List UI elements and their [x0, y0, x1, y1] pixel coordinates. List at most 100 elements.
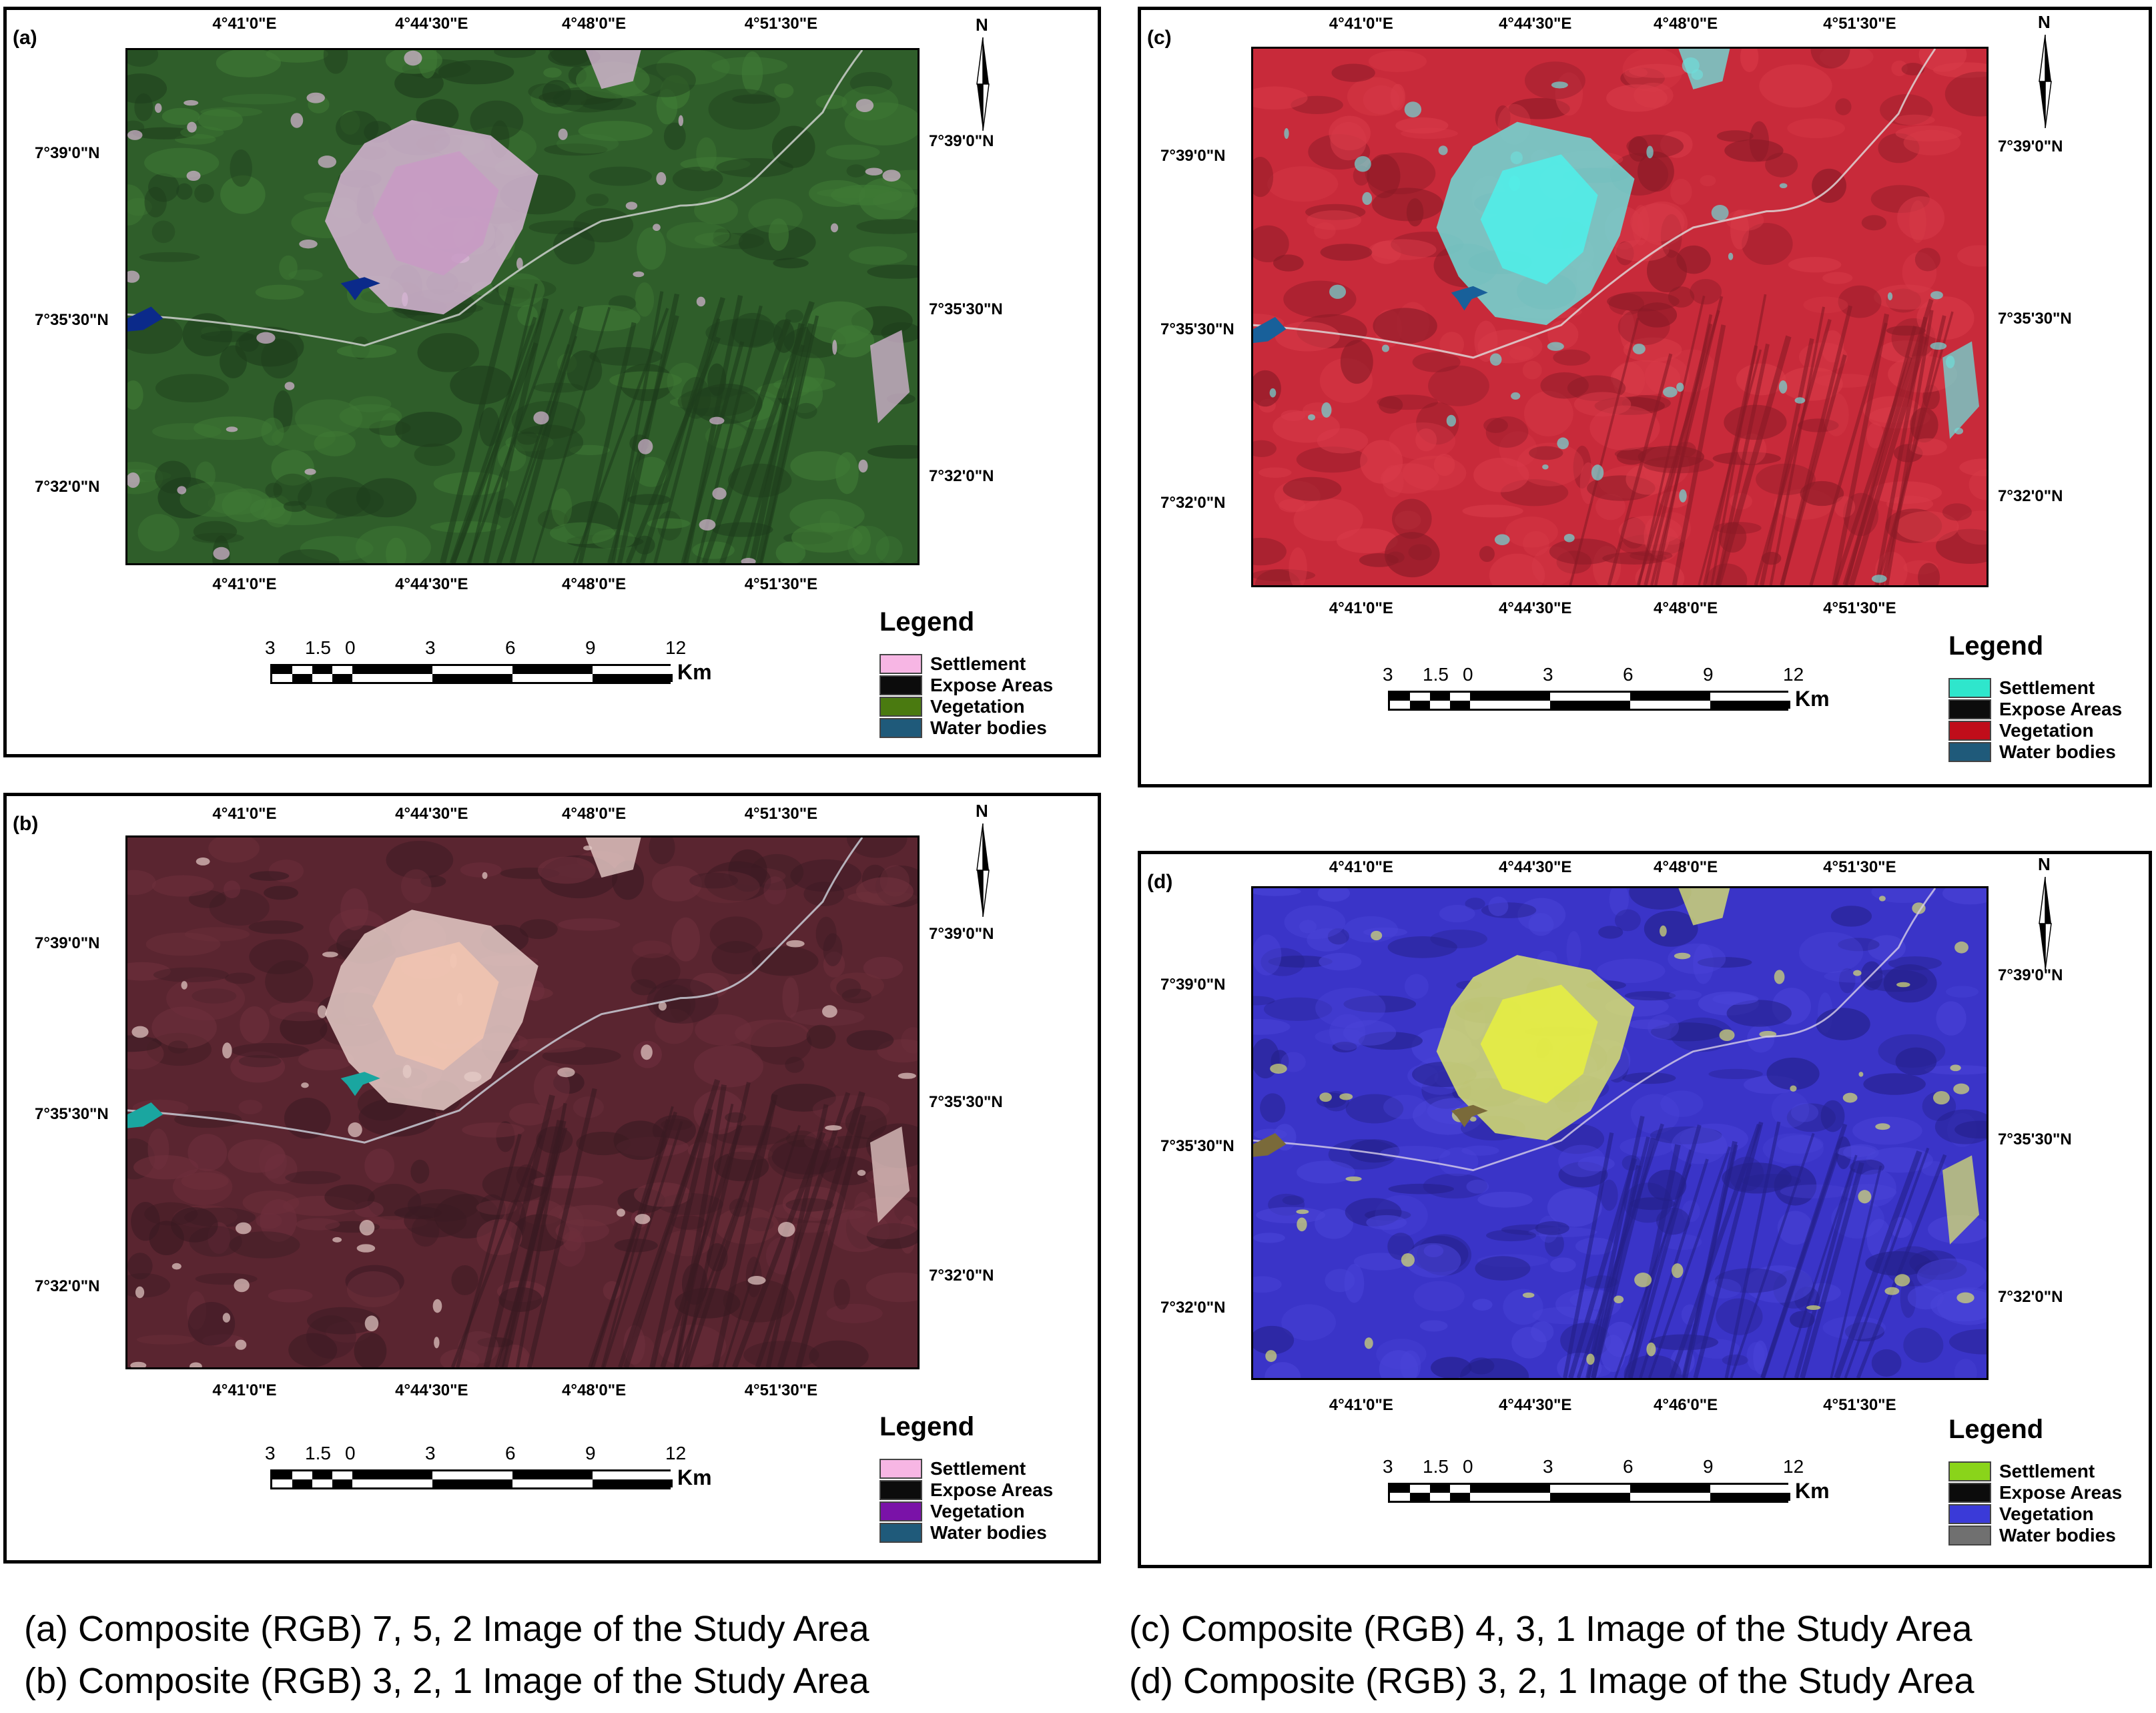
- legend-label: Vegetation: [1999, 720, 2094, 741]
- legend-swatch: [1948, 721, 1991, 741]
- legend-swatch: [1948, 1483, 1991, 1503]
- legend-swatch: [1948, 1461, 1991, 1481]
- figure-caption: (b) Composite (RGB) 3, 2, 1 Image of the…: [24, 1661, 869, 1701]
- legend-item-water-bodies: Water bodies: [879, 717, 1047, 738]
- latitude-label-right: 7°35'30"N: [1998, 1130, 2072, 1148]
- legend-label: Settlement: [930, 653, 1026, 674]
- latitude-label-left: 7°39'0"N: [1160, 147, 1226, 165]
- satellite-map: [1251, 886, 1989, 1380]
- scale-label: 3: [1383, 664, 1393, 685]
- legend-swatch: [1948, 1525, 1991, 1546]
- legend-title: Legend: [1948, 1415, 2044, 1444]
- satellite-image: [127, 50, 918, 563]
- legend-swatch: [879, 1501, 922, 1521]
- latitude-label-right: 7°39'0"N: [1998, 137, 2063, 155]
- longitude-label-top: 4°44'30"E: [1498, 858, 1572, 876]
- scale-unit: Km: [677, 1465, 712, 1489]
- scale-label: 6: [1623, 1456, 1634, 1477]
- scale-unit: Km: [677, 660, 712, 684]
- latitude-label-left: 7°35'30"N: [1160, 320, 1234, 338]
- satellite-image: [1253, 49, 1987, 585]
- longitude-label-bottom: 4°41'0"E: [212, 1381, 277, 1399]
- figure-caption: (a) Composite (RGB) 7, 5, 2 Image of the…: [24, 1609, 869, 1649]
- longitude-label-bottom: 4°41'0"E: [212, 575, 277, 593]
- latitude-label-right: 7°35'30"N: [929, 300, 1003, 318]
- legend-label: Settlement: [1999, 677, 2095, 698]
- latitude-label-right: 7°32'0"N: [929, 1267, 994, 1285]
- legend-item-vegetation: Vegetation: [1948, 1503, 2094, 1524]
- scale-label: 3: [1543, 664, 1553, 685]
- north-label: N: [2038, 854, 2051, 874]
- legend-label: Expose Areas: [1999, 699, 2123, 719]
- scale-label: 0: [345, 1443, 356, 1463]
- longitude-label-top: 4°41'0"E: [1329, 15, 1393, 33]
- legend-title: Legend: [879, 607, 975, 637]
- legend-label: Vegetation: [930, 696, 1025, 717]
- longitude-label-top: 4°44'30"E: [1498, 15, 1572, 33]
- scale-label: 3: [425, 637, 436, 658]
- legend-label: Water bodies: [930, 717, 1047, 738]
- legend-swatch: [879, 654, 922, 674]
- longitude-label-bottom: 4°51'30"E: [744, 575, 818, 593]
- longitude-label-top: 4°51'30"E: [1823, 858, 1896, 876]
- latitude-label-right: 7°39'0"N: [929, 132, 994, 150]
- longitude-label-bottom: 4°48'0"E: [562, 575, 627, 593]
- scale-label: 1.5: [305, 637, 331, 658]
- latitude-label-right: 7°32'0"N: [1998, 487, 2063, 505]
- scale-label: 9: [1703, 664, 1714, 685]
- scale-label: 0: [1463, 664, 1473, 685]
- panel-letter: (b): [13, 813, 39, 835]
- scale-label: 6: [1623, 664, 1634, 685]
- scale-label: 12: [1783, 664, 1804, 685]
- latitude-label-left: 7°32'0"N: [35, 1277, 100, 1295]
- legend-swatch: [879, 1459, 922, 1479]
- scale-label: 9: [1703, 1456, 1714, 1477]
- scale-label: 9: [585, 637, 596, 658]
- latitude-label-left: 7°32'0"N: [1160, 494, 1226, 512]
- latitude-label-left: 7°39'0"N: [35, 934, 100, 952]
- latitude-label-right: 7°32'0"N: [1998, 1288, 2063, 1306]
- longitude-label-top: 4°51'30"E: [744, 805, 818, 823]
- legend-item-water-bodies: Water bodies: [879, 1522, 1047, 1543]
- legend-swatch: [879, 718, 922, 738]
- longitude-label-top: 4°48'0"E: [562, 805, 627, 823]
- latitude-label-right: 7°35'30"N: [1998, 310, 2072, 328]
- latitude-label-left: 7°35'30"N: [35, 1105, 109, 1123]
- scale-bar-graphic: [270, 664, 673, 684]
- north-label: N: [2038, 12, 2051, 32]
- legend-title: Legend: [1948, 631, 2044, 661]
- scale-label: 12: [1783, 1456, 1804, 1477]
- legend-swatch: [1948, 742, 1991, 762]
- legend-label: Settlement: [1999, 1461, 2095, 1481]
- legend-swatch: [1948, 1504, 1991, 1524]
- scale-label: 6: [505, 1443, 516, 1463]
- scale-label: 3: [265, 1443, 276, 1463]
- scale-label: 6: [505, 637, 516, 658]
- latitude-label-left: 7°35'30"N: [35, 311, 109, 329]
- longitude-label-top: 4°41'0"E: [212, 805, 277, 823]
- longitude-label-bottom: 4°44'30"E: [395, 1381, 468, 1399]
- scale-label: 12: [665, 637, 687, 658]
- latitude-label-left: 7°39'0"N: [35, 144, 100, 162]
- legend-item-water-bodies: Water bodies: [1948, 1525, 2116, 1546]
- longitude-label-top: 4°51'30"E: [1823, 15, 1896, 33]
- legend-label: Expose Areas: [930, 675, 1054, 695]
- scale-label: 1.5: [1423, 1456, 1449, 1477]
- legend-item-settlement: Settlement: [879, 653, 1026, 674]
- legend-swatch: [1948, 678, 1991, 698]
- longitude-label-bottom: 4°51'30"E: [1823, 599, 1896, 617]
- longitude-label-top: 4°41'0"E: [1329, 858, 1393, 876]
- figure-caption: (d) Composite (RGB) 3, 2, 1 Image of the…: [1129, 1661, 1974, 1701]
- north-label: N: [976, 801, 988, 821]
- scale-bar-graphic: [270, 1469, 673, 1489]
- longitude-label-bottom: 4°48'0"E: [1654, 599, 1718, 617]
- legend-label: Expose Areas: [930, 1479, 1054, 1500]
- legend-item-vegetation: Vegetation: [1948, 720, 2094, 741]
- latitude-label-left: 7°32'0"N: [35, 478, 100, 496]
- legend-title: Legend: [879, 1412, 975, 1441]
- north-arrow-icon: [2035, 34, 2055, 148]
- longitude-label-bottom: 4°44'30"E: [1498, 1396, 1572, 1414]
- latitude-label-left: 7°35'30"N: [1160, 1137, 1234, 1155]
- satellite-map: [125, 48, 920, 565]
- legend-item-settlement: Settlement: [1948, 677, 2095, 698]
